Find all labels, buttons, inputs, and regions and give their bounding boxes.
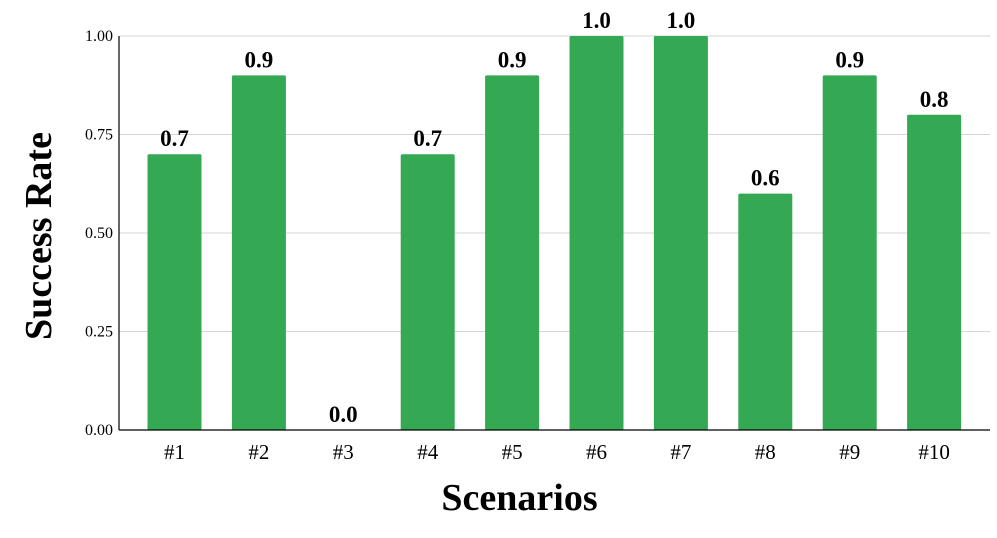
data-label: 0.0 bbox=[329, 402, 358, 427]
bar bbox=[738, 193, 793, 430]
bar bbox=[485, 75, 540, 431]
bar bbox=[653, 36, 708, 430]
bar bbox=[907, 114, 962, 431]
x-tick-label: #5 bbox=[502, 440, 523, 464]
x-tick-label: #9 bbox=[839, 440, 860, 464]
data-label: 0.9 bbox=[835, 47, 864, 72]
bars bbox=[147, 36, 962, 431]
data-label: 0.8 bbox=[920, 87, 949, 112]
x-tick-label: #7 bbox=[670, 440, 691, 464]
x-tick-label: #1 bbox=[164, 440, 185, 464]
y-tick-labels: 0.00 0.25 0.50 0.75 1.00 bbox=[85, 28, 113, 439]
data-labels: 0.7 0.9 0.0 0.7 0.9 1.0 1.0 0.6 0.9 0.8 bbox=[160, 8, 948, 427]
bar bbox=[231, 75, 286, 431]
x-tick-label: #4 bbox=[417, 440, 439, 464]
data-label: 0.9 bbox=[245, 47, 274, 72]
y-tick-label: 0.50 bbox=[85, 225, 113, 242]
x-tick-label: #2 bbox=[248, 440, 269, 464]
bar bbox=[822, 75, 877, 431]
y-tick-label: 0.75 bbox=[85, 127, 113, 144]
x-tick-labels: #1 #2 #3 #4 #5 #6 #7 #8 #9 #10 bbox=[164, 440, 950, 464]
bar bbox=[569, 36, 624, 430]
x-axis-title: Scenarios bbox=[441, 477, 597, 519]
data-label: 1.0 bbox=[667, 8, 696, 33]
x-tick-label: #6 bbox=[586, 440, 607, 464]
y-axis-title: Success Rate bbox=[18, 132, 60, 340]
data-label: 0.7 bbox=[160, 126, 189, 151]
bar bbox=[400, 154, 455, 430]
data-label: 1.0 bbox=[582, 8, 611, 33]
x-tick-label: #3 bbox=[333, 440, 354, 464]
y-tick-label: 0.25 bbox=[85, 324, 113, 341]
data-label: 0.7 bbox=[413, 126, 442, 151]
data-label: 0.9 bbox=[498, 47, 527, 72]
x-tick-label: #10 bbox=[918, 440, 950, 464]
y-tick-label: 1.00 bbox=[85, 28, 113, 45]
y-tick-label: 0.00 bbox=[85, 422, 113, 439]
data-label: 0.6 bbox=[751, 166, 780, 191]
x-tick-label: #8 bbox=[755, 440, 776, 464]
bar bbox=[147, 154, 202, 430]
